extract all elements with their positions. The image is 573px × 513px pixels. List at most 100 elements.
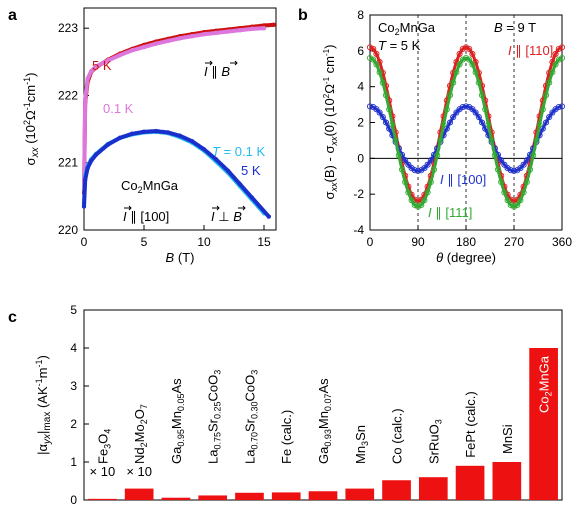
panel-a-point	[117, 52, 123, 58]
panel-a-point	[153, 41, 159, 46]
panel-b-point	[382, 119, 390, 126]
panel-b-point	[466, 45, 473, 52]
panel-a-point	[153, 128, 159, 134]
panel-b-point	[517, 197, 524, 204]
panel-b-point	[530, 152, 537, 159]
panel-a-5k-blue-label: 5 K	[241, 163, 261, 178]
panel-b-point	[504, 165, 511, 172]
panel-b-point	[552, 61, 559, 68]
panel-b-point	[427, 179, 434, 186]
panel-a-xtick-label: 10	[197, 235, 211, 249]
panel-b-xtick-label: 360	[552, 235, 572, 249]
panel-a-5k-red-label: 5 K	[92, 58, 112, 73]
panel-c-category-label: Fe (calc.)	[279, 410, 294, 464]
panel-b-point	[469, 106, 476, 113]
panel-b-point	[523, 157, 530, 164]
panel-b-point	[501, 161, 508, 168]
panel-b-point	[475, 113, 482, 121]
panel-b-point	[450, 113, 457, 121]
panel-a-point	[81, 204, 87, 209]
panel-b-point	[555, 45, 562, 52]
panel-b-point	[366, 54, 374, 62]
panel-b-point	[459, 104, 466, 111]
panel-b-point	[482, 106, 489, 113]
panel-b-point	[517, 165, 524, 172]
panel-c-ytick-label: 5	[70, 303, 77, 317]
panel-c-ylabel: |αyx|max (AK-1m-1)	[34, 355, 53, 455]
panel-c-multiplier: × 10	[126, 464, 152, 479]
panel-b-sample-label: Co2MnGa	[378, 20, 436, 37]
panel-a-point	[261, 25, 267, 31]
panel-b-temp-label: T = 5 K	[378, 38, 421, 53]
panel-c-category-label: MnSi	[500, 424, 515, 454]
panel-b-point	[373, 50, 380, 57]
panel-c-ytick-label: 3	[70, 379, 77, 393]
panel-b-point	[408, 197, 415, 204]
panel-b-point	[366, 103, 374, 110]
panel-b-point	[456, 50, 463, 57]
panel-b-point	[443, 106, 450, 113]
panel-b-point	[376, 69, 383, 76]
panel-b-point	[459, 45, 466, 52]
panel-c-ytick-label: 4	[70, 341, 77, 355]
panel-b-point	[536, 121, 543, 128]
panel-b-point	[546, 79, 553, 86]
panel-b-point	[370, 45, 377, 52]
panel-b-point	[462, 54, 470, 62]
panel-a-point	[213, 30, 219, 36]
panel-b-point	[514, 202, 521, 209]
panel-b-point	[510, 203, 518, 210]
panel-a-current-label: I ∥ [100]	[123, 209, 169, 224]
panel-b-point	[424, 161, 431, 168]
panel-b-point	[421, 165, 428, 172]
panel-b-point	[507, 202, 514, 209]
panel-b-point	[427, 157, 434, 164]
panel-b-point	[549, 69, 556, 76]
panel-b-point	[370, 104, 377, 111]
panel-a-xlabel: B (T)	[166, 250, 195, 265]
panel-b-point	[456, 61, 463, 68]
panel-b-point	[373, 106, 380, 113]
panel-a-point	[271, 22, 276, 28]
panel-a-point	[237, 182, 243, 187]
panel-b-point	[408, 165, 415, 172]
panel-a-label: a	[8, 7, 17, 24]
panel-a-point	[141, 129, 147, 134]
panel-c-category-label: Nd2Mo2O7	[132, 404, 149, 464]
panel-b-point	[450, 79, 457, 86]
panel-c-bar	[418, 477, 448, 500]
panel-c-category-label: Co (calc.)	[390, 408, 405, 464]
panel-c-bar	[271, 492, 301, 500]
panel-a-point	[225, 29, 231, 34]
panel-b-point	[475, 79, 482, 86]
panel-a-xtick-label: 15	[257, 235, 271, 249]
panel-b-xtick-label: 90	[411, 235, 425, 249]
panel-b-point	[392, 137, 399, 144]
panel-b-xtick-label: 0	[367, 235, 374, 249]
panel-b-point	[389, 121, 396, 128]
panel-a-point	[117, 135, 123, 141]
panel-c-category-label: Mn3Sn	[353, 425, 370, 464]
panel-c-category-label: FePt (calc.)	[463, 391, 478, 457]
panel-b-xtick-label: 270	[504, 235, 524, 249]
panel-b-ytick-label: 6	[357, 44, 364, 58]
panel-a-point	[189, 34, 195, 39]
panel-b-point	[373, 61, 380, 68]
panel-b-point	[549, 109, 556, 116]
panel-b-point	[514, 167, 521, 174]
panel-b-point	[494, 166, 502, 173]
panel-c-bar	[345, 488, 375, 500]
panel-a-ytick-label: 222	[58, 88, 78, 102]
panel-b-point	[446, 119, 454, 126]
panel-c-bar	[308, 491, 338, 500]
panel-b-point	[501, 189, 508, 196]
panel-b-point	[504, 197, 511, 204]
panel-a-point	[83, 96, 88, 102]
panel-a-point	[105, 142, 111, 147]
panel-a-point	[177, 36, 183, 41]
panel-b-point	[411, 167, 418, 174]
panel-b-point	[395, 152, 402, 159]
panel-b-point	[469, 50, 476, 57]
panel-b-point	[510, 167, 518, 174]
panel-b-point	[440, 121, 447, 128]
